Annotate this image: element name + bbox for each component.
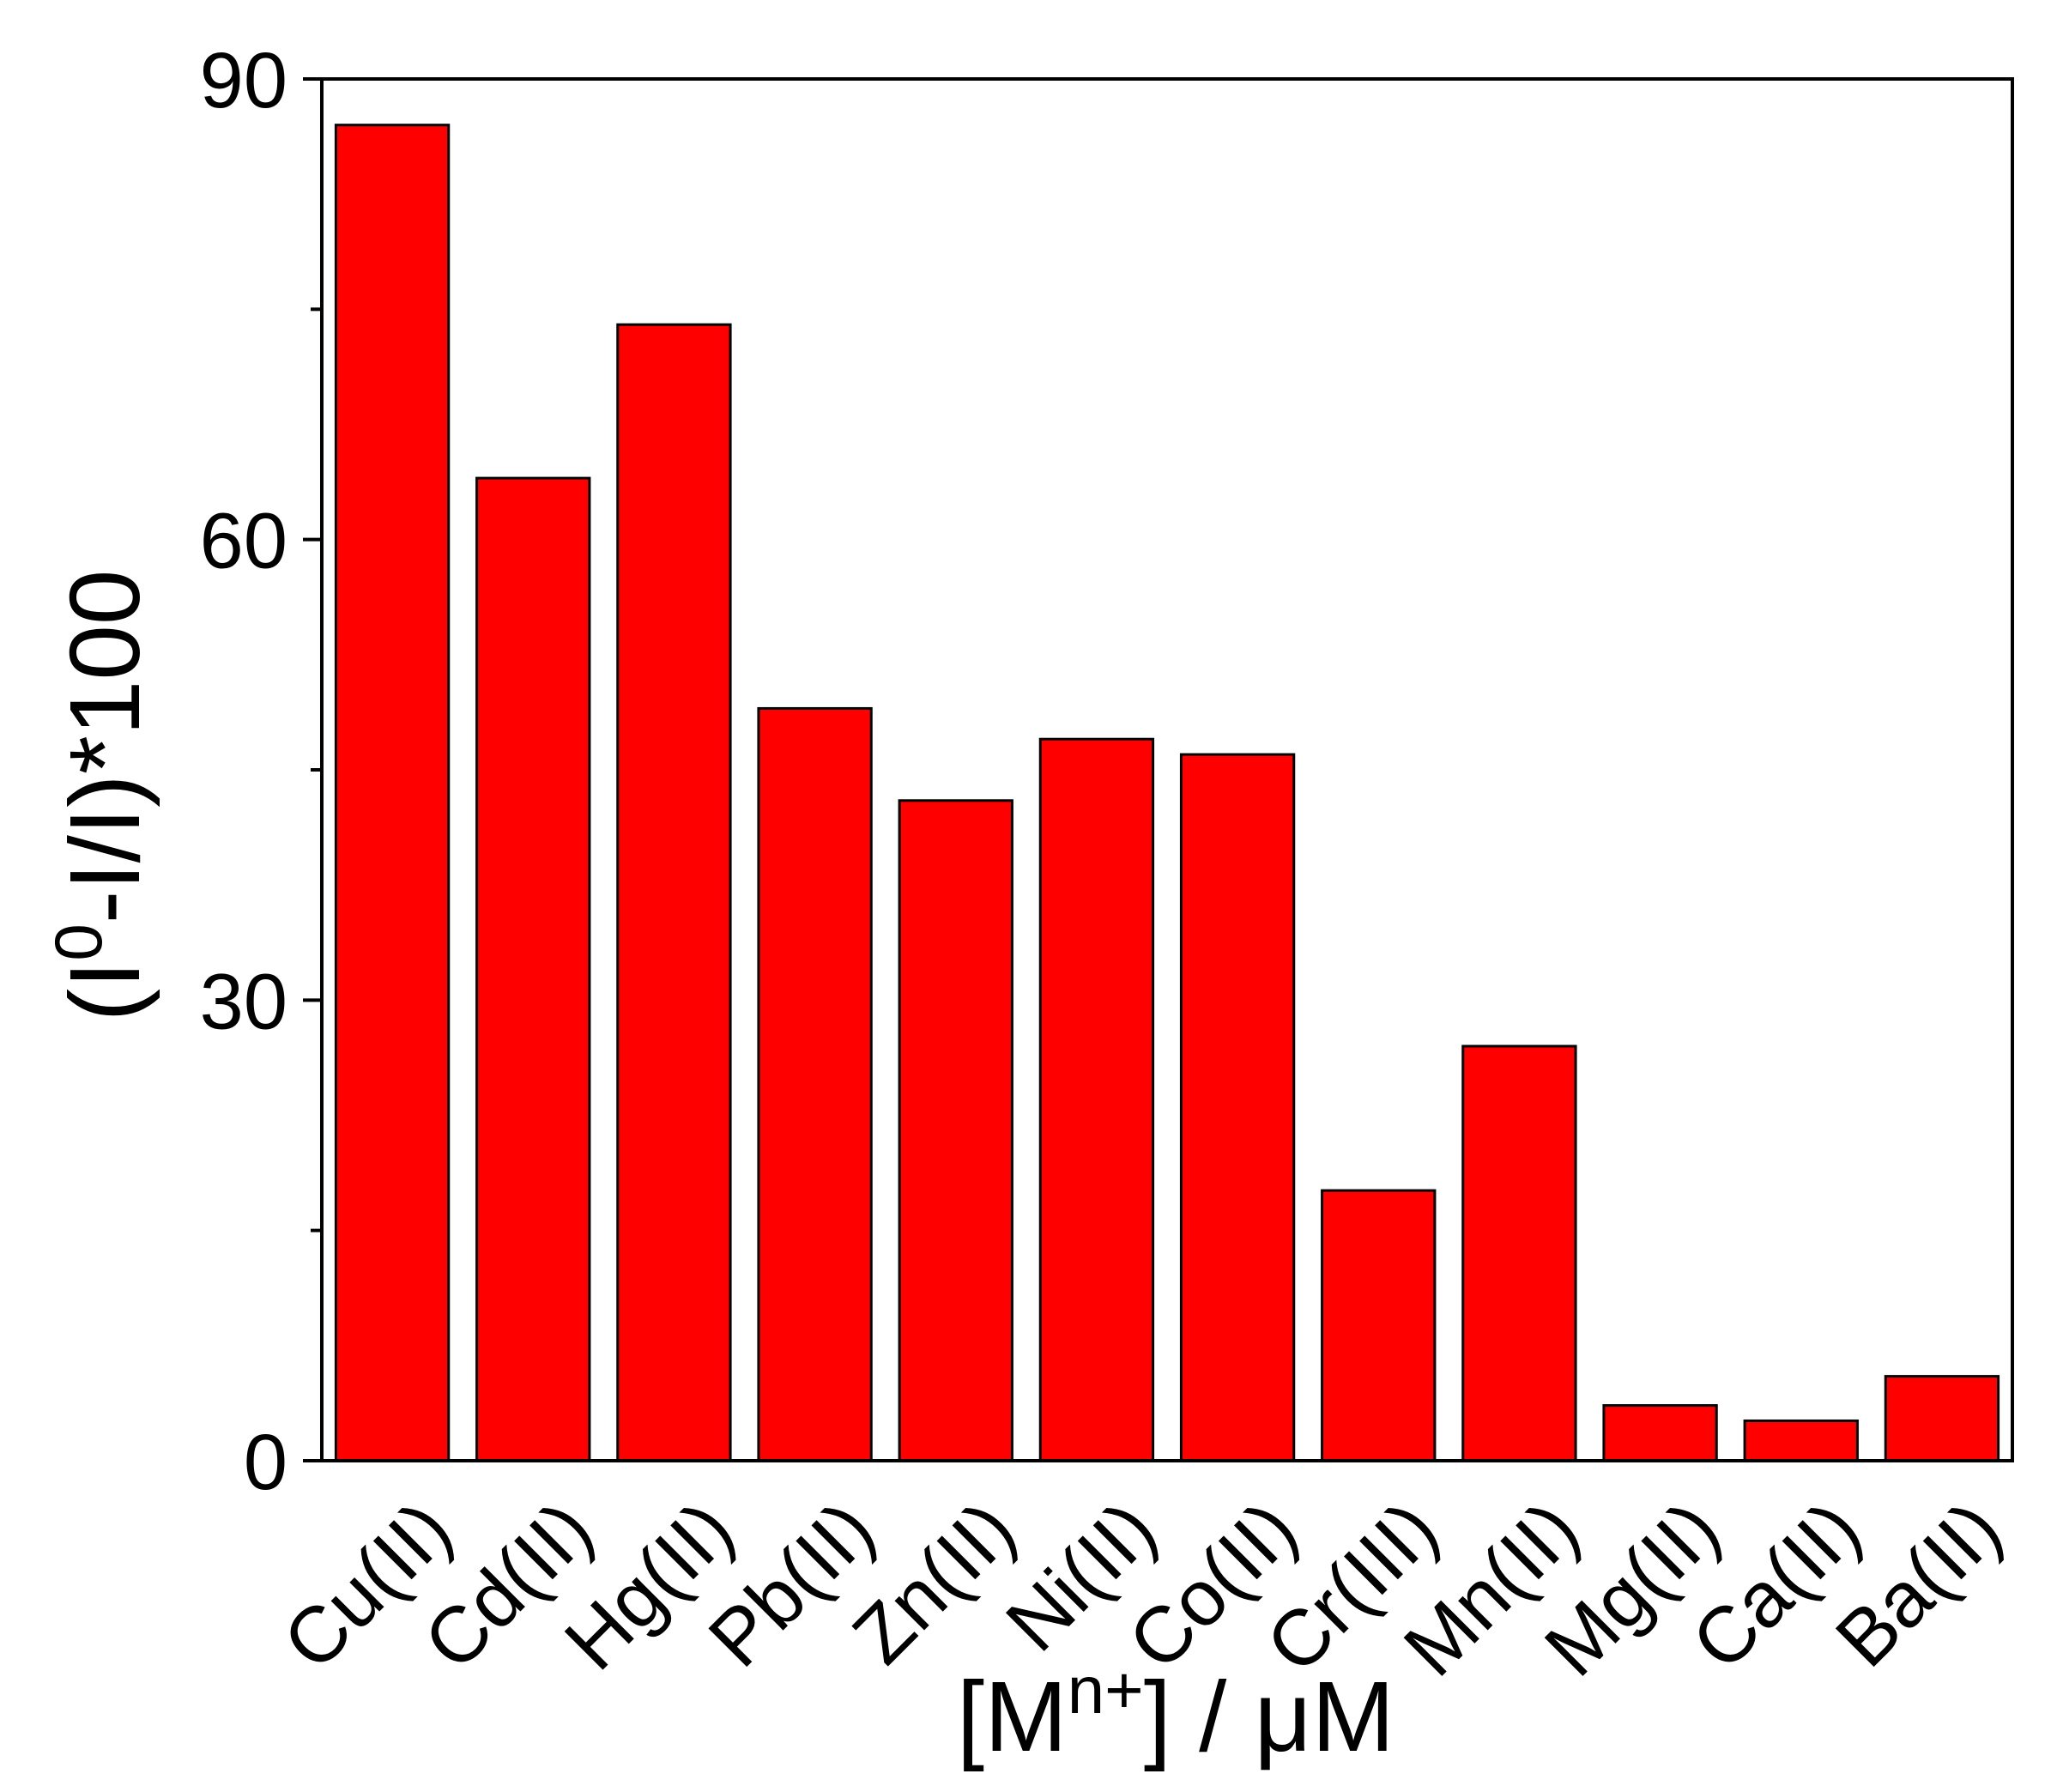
y-axis-title-sup: 0 bbox=[40, 923, 116, 960]
x-axis-title-post: ] / μM bbox=[1144, 1661, 1395, 1772]
bar-mn-ii bbox=[1461, 1044, 1577, 1462]
bar-cu-ii bbox=[334, 124, 451, 1462]
bar-pb-ii bbox=[757, 706, 873, 1462]
bar-ni-ii bbox=[1038, 737, 1155, 1462]
x-category-label: Pb(II) bbox=[693, 1485, 891, 1683]
bar-cd-ii bbox=[475, 476, 591, 1462]
bar-co-ii bbox=[1179, 753, 1296, 1462]
x-category-label: Cd(II) bbox=[408, 1485, 609, 1686]
y-axis-title-post: -I/I)*100 bbox=[49, 570, 160, 924]
x-axis-title: [Mn+] / μM bbox=[957, 1652, 1395, 1772]
y-tick-label: 30 bbox=[200, 958, 287, 1045]
bars-group bbox=[334, 124, 2000, 1462]
y-tick-label: 60 bbox=[200, 498, 287, 585]
x-axis-title-pre: [M bbox=[957, 1661, 1068, 1772]
y-tick-label: 0 bbox=[244, 1419, 287, 1506]
y-axis: 0 30 60 90 bbox=[200, 37, 322, 1506]
x-category-label: Ca(II) bbox=[1676, 1485, 1878, 1686]
x-category-label: Hg(II) bbox=[548, 1485, 750, 1686]
bar-zn-ii bbox=[898, 799, 1013, 1462]
x-axis-title-sup: n+ bbox=[1068, 1652, 1144, 1728]
y-axis-title-pre: (I bbox=[49, 961, 160, 1022]
bar-cr-iii bbox=[1321, 1189, 1437, 1462]
y-axis-title: (I0-I/I)*100 bbox=[40, 570, 160, 1022]
bar-ca-ii bbox=[1743, 1419, 1859, 1462]
bar-ba-ii bbox=[1884, 1375, 2000, 1462]
y-tick-label: 90 bbox=[200, 37, 287, 124]
bar-hg-ii bbox=[616, 323, 732, 1462]
x-category-label: Ba(II) bbox=[1819, 1485, 2018, 1683]
bar-mg-ii bbox=[1602, 1404, 1718, 1462]
x-category-label: Zn(II) bbox=[837, 1485, 1032, 1680]
x-category-label: Cu(II) bbox=[267, 1485, 469, 1686]
